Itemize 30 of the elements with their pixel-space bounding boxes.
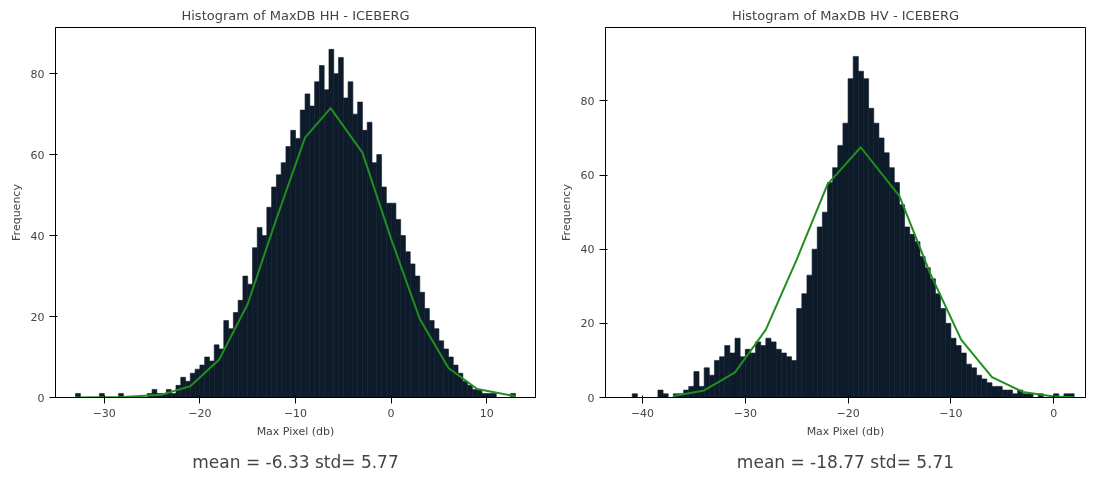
line-series xyxy=(672,146,1076,398)
y-tick-label: 60 xyxy=(30,148,45,162)
y-axis-title: Frequency xyxy=(9,183,23,241)
x-axis-title: Max Pixel (db) xyxy=(806,424,885,438)
y-tick-label: 40 xyxy=(580,243,595,257)
y-tick-label: 60 xyxy=(580,169,595,183)
x-tick-label: −20 xyxy=(188,406,212,420)
y-tick-label: 80 xyxy=(30,67,45,81)
chart-title: Histogram of MaxDB HH - ICEBERG xyxy=(181,7,410,23)
chart-title: Histogram of MaxDB HV - ICEBERG xyxy=(731,7,960,23)
y-tick-label: 0 xyxy=(37,391,45,405)
line-series xyxy=(74,107,517,398)
x-tick-label: −10 xyxy=(283,406,308,420)
x-tick-label: −40 xyxy=(630,406,655,420)
y-tick-label: 0 xyxy=(587,391,595,405)
x-tick-label: −10 xyxy=(939,406,963,420)
y-tick-label: 40 xyxy=(30,229,45,243)
y-tick-label: 20 xyxy=(580,317,595,331)
text: mean = -18.77 std= 5.71 xyxy=(736,451,955,472)
x-tick-label: 10 xyxy=(479,406,494,420)
x-tick-label: −30 xyxy=(92,406,116,420)
y-axis-title: Frequency xyxy=(559,183,573,241)
x-tick-label: −30 xyxy=(733,406,757,420)
text: mean = -6.33 std= 5.77 xyxy=(192,451,399,472)
x-tick-label: −20 xyxy=(836,406,860,420)
x-tick-label: 0 xyxy=(387,406,395,420)
x-tick-label: 0 xyxy=(1050,406,1058,420)
x-axis-title: Max Pixel (db) xyxy=(256,424,335,438)
y-tick-label: 80 xyxy=(580,94,595,108)
y-tick-label: 20 xyxy=(30,310,45,324)
